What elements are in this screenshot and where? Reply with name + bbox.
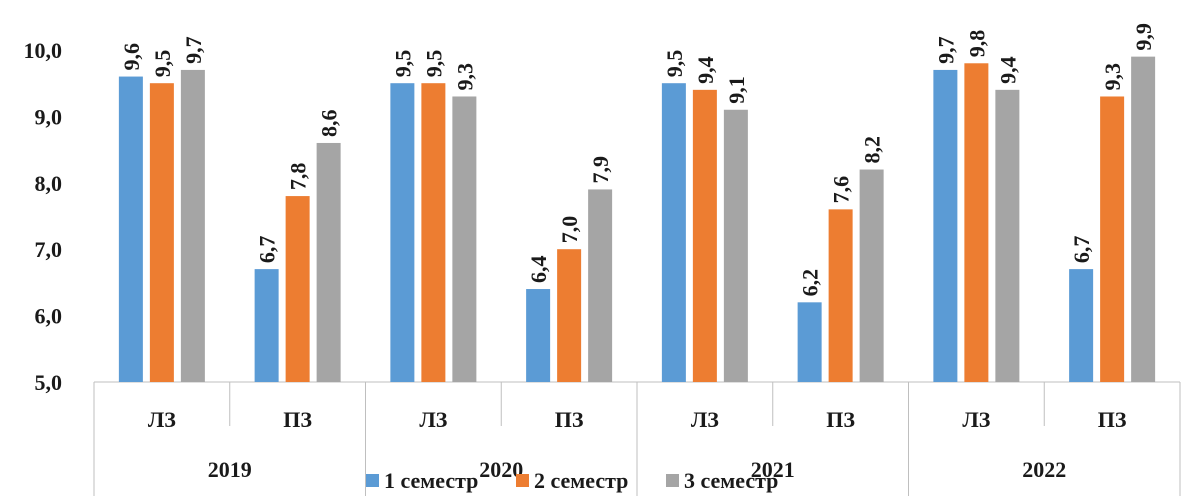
x-category-label: ЛЗ: [148, 407, 176, 432]
bar: [316, 142, 341, 382]
y-tick-label: 6,0: [35, 304, 63, 329]
data-label: 9,1: [724, 76, 749, 104]
axes: 5,0 6,0 7,0 8,0 9,0 10,0 ЛЗ ПЗ ЛЗ ПЗ ЛЗ ПЗ ЛЗ ПЗ 2019 2…: [24, 38, 1181, 496]
bar: [390, 83, 415, 382]
data-label: 9,5: [421, 50, 446, 78]
legend-label: 2 семестр: [534, 468, 628, 493]
bar: [661, 83, 686, 382]
x-group-label: 2022: [1022, 457, 1066, 482]
bar: [254, 269, 279, 382]
data-label: 6,2: [798, 269, 823, 297]
data-label: 8,6: [317, 109, 342, 137]
bar: [180, 69, 205, 383]
data-label: 9,3: [452, 63, 477, 91]
bar: [933, 69, 958, 383]
data-label: 9,4: [995, 56, 1020, 84]
data-label: 6,7: [255, 236, 280, 264]
data-label: 8,2: [860, 136, 885, 164]
legend: 1 семестр 2 семестр 3 семестр: [366, 468, 778, 493]
data-label: 9,7: [181, 36, 206, 64]
bar: [557, 249, 582, 382]
bar: [118, 76, 143, 382]
legend-swatch: [516, 474, 529, 487]
bar: [828, 209, 853, 382]
y-tick-label: 7,0: [35, 237, 63, 262]
data-label: 6,7: [1069, 236, 1094, 264]
data-label: 9,4: [693, 56, 718, 84]
bar: [723, 109, 748, 382]
bar: [526, 289, 551, 382]
x-group-label: 2020: [479, 457, 523, 482]
bar: [692, 89, 717, 382]
x-category-label: ПЗ: [1098, 407, 1127, 432]
x-category-label: ПЗ: [826, 407, 855, 432]
data-label: 9,6: [119, 43, 144, 71]
x-category-label: ПЗ: [555, 407, 584, 432]
bar: [1069, 269, 1094, 382]
data-label: 9,5: [150, 50, 175, 78]
data-label: 7,0: [557, 216, 582, 244]
y-tick-label: 10,0: [24, 38, 63, 63]
bar: [859, 169, 884, 382]
data-label: 7,8: [286, 163, 311, 191]
data-label: 9,5: [662, 50, 687, 78]
legend-swatch: [366, 474, 379, 487]
bar: [1100, 96, 1125, 382]
data-label: 9,3: [1100, 63, 1125, 91]
data-label: 9,7: [933, 36, 958, 64]
y-tick-label: 9,0: [35, 104, 63, 129]
legend-swatch: [666, 474, 679, 487]
data-label: 6,4: [526, 256, 551, 284]
data-label: 9,9: [1131, 23, 1156, 51]
bar: [588, 189, 613, 382]
bar: [285, 196, 310, 382]
bar: [421, 83, 446, 382]
bars: [118, 56, 1156, 383]
data-labels: 9,6 6,7 9,5 6,4 9,5 6,2 9,7 6,7 9,5 7,8 9,5 7,0 9,4 7…: [119, 23, 1156, 296]
data-label: 7,9: [588, 156, 613, 184]
bar: [149, 83, 174, 382]
legend-label: 3 семестр: [684, 468, 778, 493]
x-category-label: ПЗ: [283, 407, 312, 432]
legend-label: 1 семестр: [384, 468, 478, 493]
bar: [452, 96, 477, 382]
data-label: 9,8: [964, 30, 989, 58]
x-category-label: ЛЗ: [962, 407, 990, 432]
bar: [1131, 56, 1156, 382]
data-label: 9,5: [390, 50, 415, 78]
bar: [797, 302, 822, 382]
bar: [964, 63, 989, 382]
y-tick-label: 5,0: [35, 370, 63, 395]
bar: [995, 89, 1020, 382]
x-category-label: ЛЗ: [419, 407, 447, 432]
y-tick-label: 8,0: [35, 171, 63, 196]
x-group-label: 2021: [751, 457, 795, 482]
x-group-label: 2019: [208, 457, 252, 482]
x-category-label: ЛЗ: [691, 407, 719, 432]
data-label: 7,6: [829, 176, 854, 204]
